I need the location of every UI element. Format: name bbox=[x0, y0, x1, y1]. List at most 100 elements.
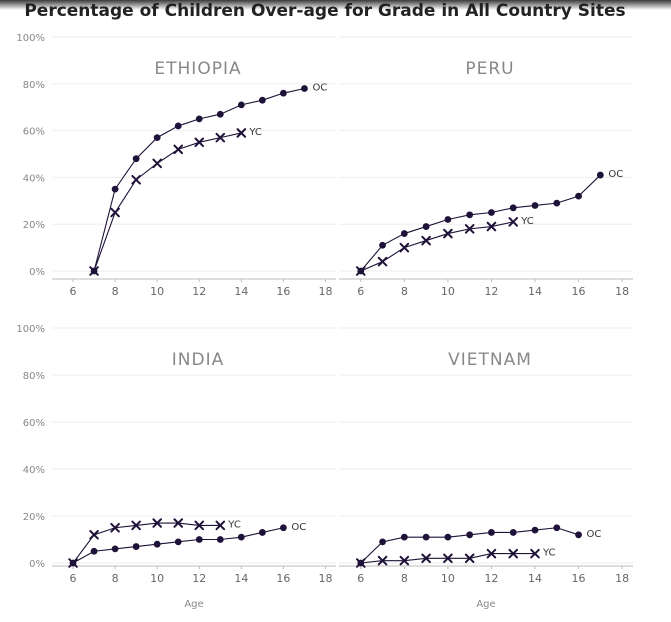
data-point-oc bbox=[237, 101, 245, 109]
data-point-oc bbox=[111, 545, 119, 553]
data-point-yc bbox=[355, 266, 366, 276]
y-tick-label: 40% bbox=[23, 465, 45, 476]
x-tick-label: 18 bbox=[615, 285, 629, 298]
x-tick-label: 8 bbox=[401, 285, 408, 298]
x-tick-label: 8 bbox=[112, 572, 119, 585]
y-tick-label: 40% bbox=[23, 173, 45, 184]
series-label-oc: OC bbox=[587, 529, 602, 540]
series-label-yc: YC bbox=[227, 519, 241, 530]
series-label-yc: YC bbox=[248, 127, 262, 138]
data-point-oc bbox=[509, 529, 517, 536]
series-label-yc: YC bbox=[520, 216, 534, 227]
data-point-oc bbox=[174, 538, 182, 546]
x-tick-label: 6 bbox=[70, 572, 77, 585]
data-point-yc bbox=[486, 221, 497, 232]
data-point-yc bbox=[355, 558, 366, 568]
data-point-oc bbox=[153, 540, 161, 548]
data-point-oc bbox=[509, 204, 517, 212]
x-tick-label: 12 bbox=[484, 285, 498, 298]
data-point-yc bbox=[110, 207, 120, 218]
x-tick-label: 18 bbox=[318, 572, 332, 585]
y-tick-label: 20% bbox=[23, 220, 45, 231]
data-point-oc bbox=[258, 529, 266, 536]
x-tick-label: 16 bbox=[276, 285, 290, 298]
x-tick-label: 10 bbox=[150, 572, 164, 585]
data-point-oc bbox=[466, 211, 474, 219]
x-tick-label: 10 bbox=[150, 285, 164, 298]
panel-title: INDIA bbox=[172, 350, 224, 370]
series-line-oc bbox=[72, 527, 284, 564]
series-label-yc: YC bbox=[542, 548, 556, 559]
data-point-yc bbox=[173, 518, 184, 528]
data-point-oc bbox=[422, 533, 430, 541]
data-point-yc bbox=[152, 158, 162, 169]
data-point-yc bbox=[89, 530, 99, 540]
data-point-yc bbox=[421, 553, 431, 564]
data-point-yc bbox=[464, 224, 475, 234]
data-point-yc bbox=[236, 128, 247, 138]
data-point-oc bbox=[280, 524, 287, 532]
data-point-yc bbox=[399, 242, 410, 253]
data-point-oc bbox=[195, 536, 203, 543]
data-point-oc bbox=[488, 529, 495, 536]
series-line-yc bbox=[93, 132, 242, 272]
x-tick-label: 8 bbox=[112, 285, 119, 298]
y-tick-label: 100% bbox=[16, 324, 45, 335]
data-point-yc bbox=[486, 548, 497, 559]
data-point-oc bbox=[90, 547, 98, 555]
x-tick-label: 14 bbox=[234, 572, 248, 585]
data-point-oc bbox=[466, 531, 474, 539]
panel-vietnam: 6 8 10 12 14 16 18 Age VIETNAM OC YC bbox=[339, 327, 633, 610]
chart-title: Percentage of Children Over-age for Grad… bbox=[24, 1, 626, 21]
data-point-oc bbox=[553, 524, 561, 532]
data-point-yc bbox=[377, 555, 388, 566]
data-point-oc bbox=[195, 115, 203, 123]
data-point-oc bbox=[258, 96, 266, 104]
x-tick-label: 14 bbox=[528, 285, 542, 298]
data-point-oc bbox=[237, 533, 245, 541]
data-point-yc bbox=[508, 548, 519, 559]
data-point-yc bbox=[110, 522, 120, 533]
data-point-yc bbox=[131, 520, 141, 531]
data-point-yc bbox=[530, 548, 540, 559]
data-point-yc bbox=[421, 235, 431, 246]
panel-ethiopia: 0% 20% 40% 60% 80% 100% 6 8 10 12 14 16 18 ETHIOPIA OC… bbox=[16, 33, 336, 298]
y-tick-label: 0% bbox=[29, 559, 45, 570]
x-axis-title: Age bbox=[184, 599, 203, 610]
data-point-oc bbox=[379, 241, 386, 249]
x-tick-label: 16 bbox=[572, 572, 586, 585]
data-point-oc bbox=[379, 538, 386, 546]
data-point-yc bbox=[399, 555, 410, 566]
data-point-oc bbox=[216, 536, 224, 543]
data-point-oc bbox=[596, 171, 604, 179]
x-tick-label: 18 bbox=[318, 285, 332, 298]
panel-title: VIETNAM bbox=[448, 350, 532, 370]
data-point-yc bbox=[443, 228, 453, 239]
data-point-yc bbox=[194, 137, 205, 148]
x-tick-label: 16 bbox=[276, 572, 290, 585]
x-tick-label: 6 bbox=[357, 285, 364, 298]
y-tick-label: 100% bbox=[16, 33, 45, 44]
data-point-oc bbox=[531, 202, 539, 209]
y-tick-label: 20% bbox=[23, 512, 45, 523]
data-point-oc bbox=[174, 122, 182, 130]
x-tick-label: 12 bbox=[484, 572, 498, 585]
panel-title: PERU bbox=[465, 59, 514, 79]
data-point-oc bbox=[488, 209, 495, 216]
x-tick-label: 10 bbox=[441, 572, 455, 585]
data-point-oc bbox=[111, 185, 119, 193]
x-tick-label: 6 bbox=[70, 285, 77, 298]
y-tick-label: 60% bbox=[23, 127, 45, 138]
data-point-oc bbox=[400, 533, 408, 541]
data-point-oc bbox=[444, 533, 452, 541]
panel-peru: 6 8 10 12 14 16 18 PERU OC YC bbox=[339, 36, 633, 298]
series-label-oc: OC bbox=[312, 82, 327, 93]
data-point-oc bbox=[575, 531, 582, 539]
series-label-oc: OC bbox=[291, 522, 306, 533]
x-tick-label: 12 bbox=[192, 285, 206, 298]
panel-india: 0% 20% 40% 60% 80% 100% 6 8 10 12 14 16 18 Age INDIA OC… bbox=[16, 324, 336, 610]
data-point-oc bbox=[153, 134, 161, 142]
data-point-oc bbox=[400, 230, 408, 237]
x-tick-label: 16 bbox=[572, 285, 586, 298]
